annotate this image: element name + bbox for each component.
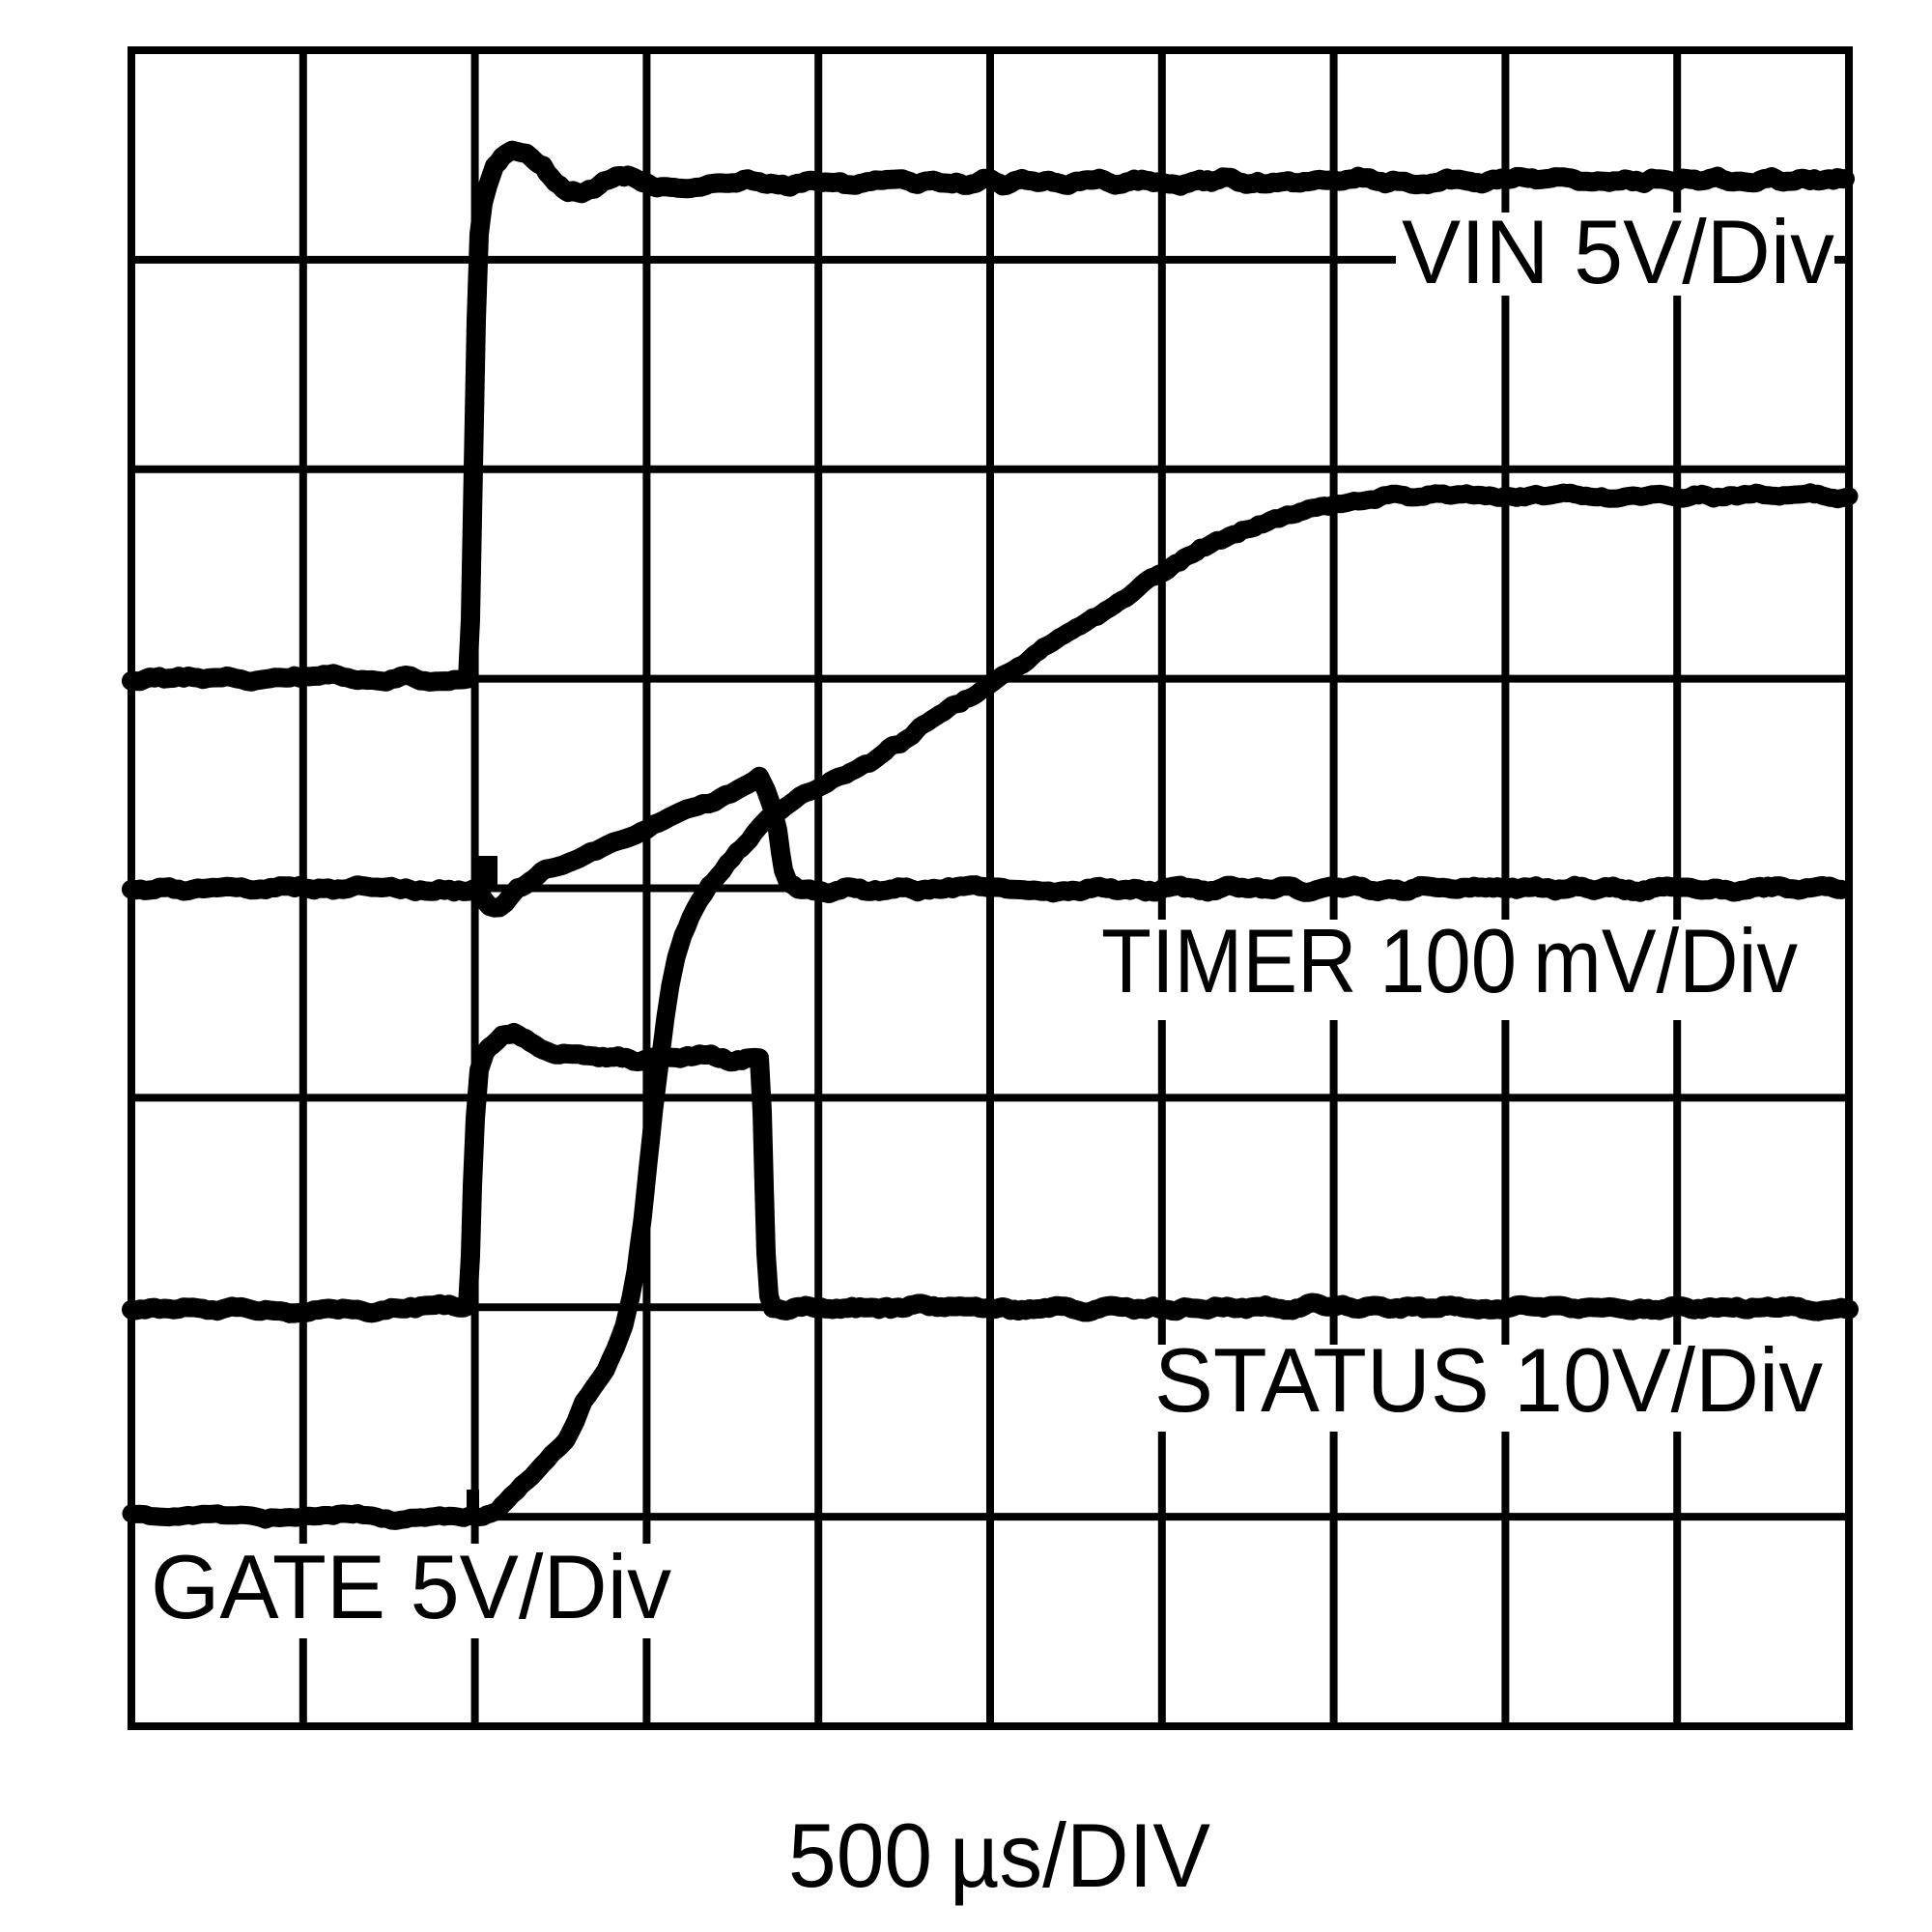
svg-text:TIMER 100 mV/Div: TIMER 100 mV/Div [1101,910,1798,1011]
svg-text:500 µs/DIV: 500 µs/DIV [788,1804,1210,1906]
svg-text:GATE 5V/Div: GATE 5V/Div [151,1536,671,1637]
svg-text:STATUS 10V/Div: STATUS 10V/Div [1154,1329,1823,1431]
svg-text:VIN 5V/Div: VIN 5V/Div [1402,201,1834,302]
